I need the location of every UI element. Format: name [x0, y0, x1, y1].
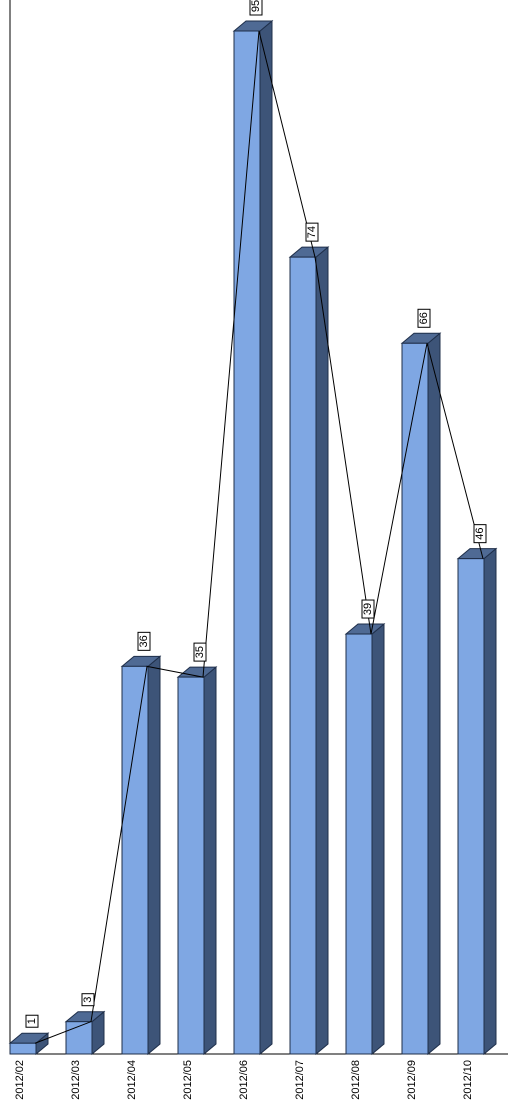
category-tick-label: 2012/03	[70, 1060, 82, 1100]
data-label: 74	[305, 222, 319, 242]
data-label-value: 66	[418, 312, 430, 324]
bar-2012/10	[456, 547, 498, 1056]
bar-front-face	[121, 665, 149, 1055]
bar-side-face	[427, 332, 441, 1056]
data-label-value: 3	[82, 997, 94, 1003]
data-label-box	[249, 0, 263, 16]
data-label-value: 35	[194, 646, 206, 658]
data-label-value: 95	[250, 0, 262, 12]
category-tick-label: 2012/04	[126, 1060, 138, 1100]
data-label-value: 36	[138, 635, 150, 647]
data-label: 66	[417, 308, 431, 328]
data-label: 36	[137, 631, 151, 651]
data-labels-layer: 1 3 36 35 95 74 39 66 46	[25, 0, 487, 1028]
data-label-box	[25, 1014, 39, 1028]
bar-front-face	[177, 676, 205, 1055]
bar-2012/07	[288, 246, 330, 1056]
bar-side-face	[371, 622, 385, 1056]
data-label-box	[81, 993, 95, 1007]
data-label-box	[473, 524, 487, 544]
category-tick-label: 2012/06	[238, 1060, 250, 1100]
bar-side-face	[147, 655, 161, 1056]
trend-line	[34, 30, 484, 1044]
bar-side-face	[203, 666, 217, 1056]
category-tick-label: 2012/09	[406, 1060, 418, 1100]
bar-side-face	[483, 547, 497, 1056]
bar-2012/08	[344, 622, 386, 1056]
data-label-value: 46	[474, 528, 486, 540]
data-label: 35	[193, 642, 207, 662]
bar-2012/06	[232, 19, 274, 1056]
category-tick-label: 2012/10	[462, 1060, 474, 1100]
bar-2012/04	[120, 655, 162, 1056]
data-label-box	[193, 642, 207, 662]
bar-front-face	[65, 1021, 93, 1055]
data-label: 95	[249, 0, 263, 16]
data-label-box	[361, 599, 375, 619]
data-label: 46	[473, 524, 487, 544]
bar-front-face	[9, 1042, 37, 1055]
bar-side-face	[315, 246, 329, 1056]
data-label-value: 1	[26, 1018, 38, 1024]
data-label-box	[305, 222, 319, 242]
bars-layer	[8, 19, 498, 1056]
trend-line-layer	[34, 30, 484, 1044]
category-tick-label: 2012/02	[14, 1060, 26, 1100]
bar-front-face	[457, 558, 485, 1055]
bar-2012/09	[400, 332, 442, 1056]
bar-front-face	[345, 633, 373, 1055]
bar-2012/05	[176, 666, 218, 1056]
category-ticks-layer: 2012/02 2012/03 2012/04 2012/05 2012/06 2012/…	[14, 1060, 474, 1100]
data-label-value: 39	[362, 603, 374, 615]
bar-2012/02	[8, 1032, 50, 1056]
category-tick-label: 2012/05	[182, 1060, 194, 1100]
data-label-value: 74	[306, 226, 318, 238]
data-label-box	[417, 308, 431, 328]
bar-front-face	[401, 342, 429, 1055]
data-label: 39	[361, 599, 375, 619]
category-tick-label: 2012/07	[294, 1060, 306, 1100]
data-label: 3	[81, 993, 95, 1007]
bar-side-face	[259, 19, 273, 1056]
data-label: 1	[25, 1014, 39, 1028]
bar-front-face	[233, 30, 261, 1055]
category-tick-label: 2012/08	[350, 1060, 362, 1100]
bar-2012/03	[64, 1010, 106, 1056]
bar-front-face	[289, 256, 317, 1055]
data-label-box	[137, 631, 151, 651]
